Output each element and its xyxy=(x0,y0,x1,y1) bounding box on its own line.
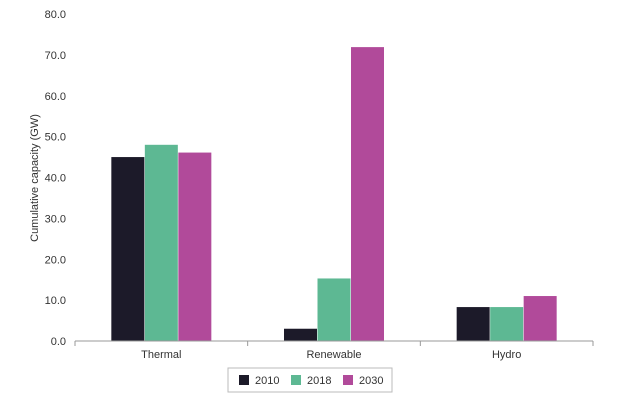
y-tick-label: 20.0 xyxy=(45,254,66,266)
bar-2010-renewable xyxy=(284,328,317,341)
y-tick-label: 10.0 xyxy=(45,295,66,307)
y-tick-label: 70.0 xyxy=(45,50,66,62)
y-axis-ticks: 0.0 10.0 20.0 30.0 40.0 50.0 60.0 70.0 80.0 xyxy=(45,9,66,348)
bar-2030-thermal xyxy=(178,152,212,341)
category-label: Thermal xyxy=(141,349,181,361)
bar-2018-thermal xyxy=(144,144,178,341)
bar-2030-hydro xyxy=(523,296,557,341)
x-axis-ticks xyxy=(74,341,594,346)
bar-2010-thermal xyxy=(111,157,145,341)
legend-box xyxy=(227,367,393,393)
category-label: Hydro xyxy=(492,349,521,361)
bars xyxy=(111,47,557,341)
legend: 2010 2018 2030 xyxy=(227,367,393,393)
category-label: Renewable xyxy=(306,349,361,361)
bar-2018-hydro xyxy=(490,307,524,341)
legend-swatch-2030 xyxy=(343,375,353,385)
y-tick-label: 30.0 xyxy=(45,213,66,225)
legend-label-2010: 2010 xyxy=(255,375,279,387)
y-tick-label: 60.0 xyxy=(45,91,66,103)
bar-2010-hydro xyxy=(456,307,490,341)
y-tick-label: 0.0 xyxy=(51,336,66,348)
y-tick-label: 80.0 xyxy=(45,9,66,21)
bar-2018-renewable xyxy=(317,278,351,341)
legend-swatch-2018 xyxy=(291,375,301,385)
y-tick-label: 50.0 xyxy=(45,132,66,144)
legend-swatch-2010 xyxy=(239,375,249,385)
bar-2030-renewable xyxy=(351,47,384,341)
category-labels: Thermal Renewable Hydro xyxy=(141,349,521,361)
legend-label-2030: 2030 xyxy=(359,375,383,387)
y-tick-label: 40.0 xyxy=(45,173,66,185)
legend-label-2018: 2018 xyxy=(307,375,331,387)
y-axis-title: Cumulative capacity (GW) xyxy=(29,114,41,242)
